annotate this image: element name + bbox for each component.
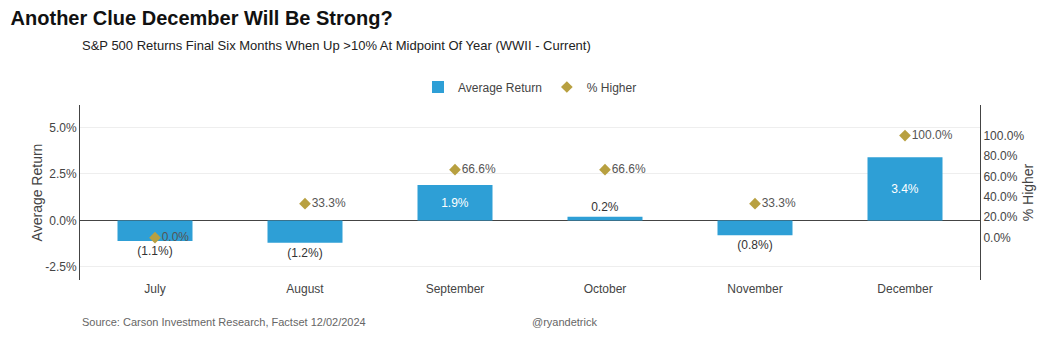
svg-text:33.3%: 33.3%	[762, 196, 796, 210]
svg-text:November: November	[727, 282, 782, 296]
svg-text:Average Return: Average Return	[458, 81, 542, 95]
svg-text:@ryandetrick: @ryandetrick	[532, 316, 597, 328]
svg-text:3.4%: 3.4%	[891, 182, 919, 196]
svg-text:Average Return: Average Return	[29, 144, 45, 242]
svg-text:1.9%: 1.9%	[441, 196, 469, 210]
svg-text:0.0%: 0.0%	[49, 214, 77, 228]
svg-text:December: December	[877, 282, 932, 296]
svg-text:-2.5%: -2.5%	[45, 260, 77, 274]
svg-text:40.0%: 40.0%	[983, 190, 1017, 204]
svg-text:80.0%: 80.0%	[983, 149, 1017, 163]
svg-text:(0.8%): (0.8%)	[737, 238, 772, 252]
svg-text:60.0%: 60.0%	[983, 170, 1017, 184]
svg-text:20.0%: 20.0%	[983, 210, 1017, 224]
svg-text:33.3%: 33.3%	[312, 196, 346, 210]
svg-text:% Higher: % Higher	[587, 81, 636, 95]
svg-text:S&P 500 Returns Final Six Mont: S&P 500 Returns Final Six Months When Up…	[82, 38, 591, 53]
svg-text:2.5%: 2.5%	[49, 167, 77, 181]
svg-text:August: August	[286, 282, 324, 296]
svg-text:(1.1%): (1.1%)	[137, 244, 172, 258]
svg-text:Another Clue December Will Be: Another Clue December Will Be Strong?	[11, 7, 393, 29]
svg-text:0.2%: 0.2%	[591, 200, 619, 214]
svg-text:0.0%: 0.0%	[983, 231, 1011, 245]
svg-text:% Higher: % Higher	[1020, 163, 1036, 221]
svg-text:September: September	[426, 282, 485, 296]
svg-text:100.0%: 100.0%	[983, 129, 1024, 143]
svg-text:66.6%: 66.6%	[462, 162, 496, 176]
svg-text:66.6%: 66.6%	[612, 162, 646, 176]
svg-text:100.0%: 100.0%	[912, 128, 953, 142]
svg-text:Source: Carson Investment Rese: Source: Carson Investment Research, Fact…	[82, 316, 366, 328]
svg-text:October: October	[584, 282, 627, 296]
svg-text:5.0%: 5.0%	[49, 121, 77, 135]
svg-text:(1.2%): (1.2%)	[287, 246, 322, 260]
svg-text:0.0%: 0.0%	[162, 230, 190, 244]
svg-text:July: July	[144, 282, 165, 296]
